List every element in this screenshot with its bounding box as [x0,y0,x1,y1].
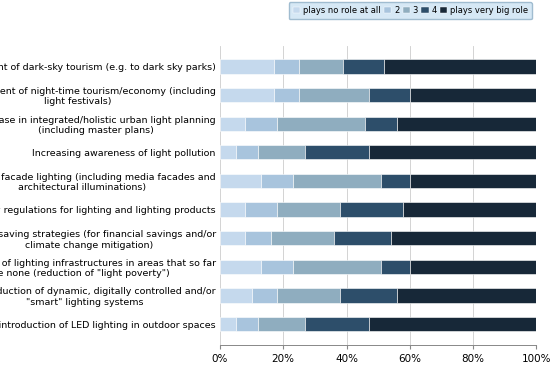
Bar [220,288,252,303]
Bar [277,202,340,217]
Bar [397,288,536,303]
Bar [220,317,236,331]
Bar [236,145,258,160]
Bar [274,59,299,74]
Bar [220,88,274,102]
Bar [368,145,536,160]
Bar [220,202,245,217]
Bar [340,288,397,303]
Bar [381,260,410,274]
Bar [410,88,536,102]
Bar [220,231,245,245]
Bar [245,202,277,217]
Bar [384,59,536,74]
Bar [299,88,369,102]
Bar [390,231,536,245]
Bar [245,117,277,131]
Bar [220,145,236,160]
Bar [220,174,261,188]
Bar [305,317,368,331]
Bar [252,288,277,303]
Bar [368,88,410,102]
Bar [340,202,404,217]
Bar [397,117,536,131]
Bar [236,317,258,331]
Bar [293,174,381,188]
Bar [245,231,271,245]
Bar [277,117,366,131]
Bar [343,59,384,74]
Bar [381,174,410,188]
Bar [261,174,293,188]
Bar [404,202,536,217]
Bar [220,59,274,74]
Bar [220,260,261,274]
Bar [274,88,299,102]
Bar [277,288,340,303]
Bar [368,317,536,331]
Bar [261,260,293,274]
Bar [271,231,334,245]
Bar [305,145,368,160]
Legend: plays no role at all, 2, 3, 4, plays very big role: plays no role at all, 2, 3, 4, plays ver… [289,2,532,19]
Bar [334,231,390,245]
Bar [258,317,305,331]
Bar [220,117,245,131]
Bar [410,174,536,188]
Bar [258,145,305,160]
Bar [366,117,397,131]
Bar [293,260,381,274]
Bar [410,260,536,274]
Bar [299,59,343,74]
